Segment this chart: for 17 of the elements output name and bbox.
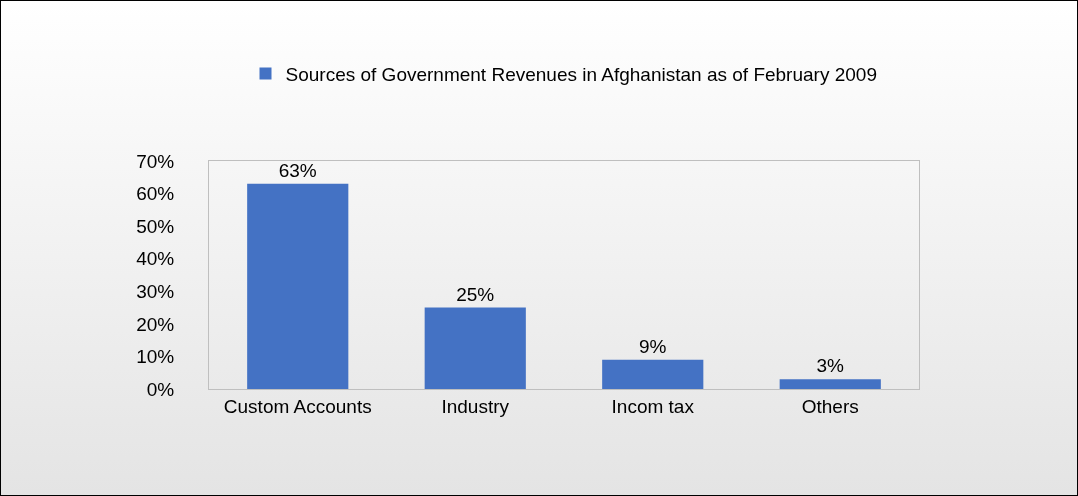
data-label: 3% — [816, 355, 845, 377]
y-tick-label: 70% — [136, 150, 175, 172]
x-tick-label: Incom tax — [611, 395, 695, 417]
x-tick-label: Industry — [441, 395, 510, 417]
data-label: 9% — [638, 335, 667, 357]
y-tick-label: 10% — [136, 346, 175, 368]
data-label: 63% — [278, 159, 317, 181]
y-tick-label: 0% — [146, 378, 175, 400]
y-tick-label: 60% — [136, 183, 175, 205]
y-tick-label: 30% — [136, 280, 175, 302]
data-label: 25% — [456, 283, 495, 305]
x-tick-label: Custom Accounts — [223, 395, 372, 417]
y-tick-label: 40% — [136, 248, 175, 270]
y-tick-label: 50% — [136, 215, 175, 237]
legend-label: Sources of Government Revenues in Afghanistan as of February 2009 — [285, 63, 877, 85]
y-tick-label: 20% — [136, 313, 175, 335]
x-tick-label: Others — [801, 395, 859, 417]
